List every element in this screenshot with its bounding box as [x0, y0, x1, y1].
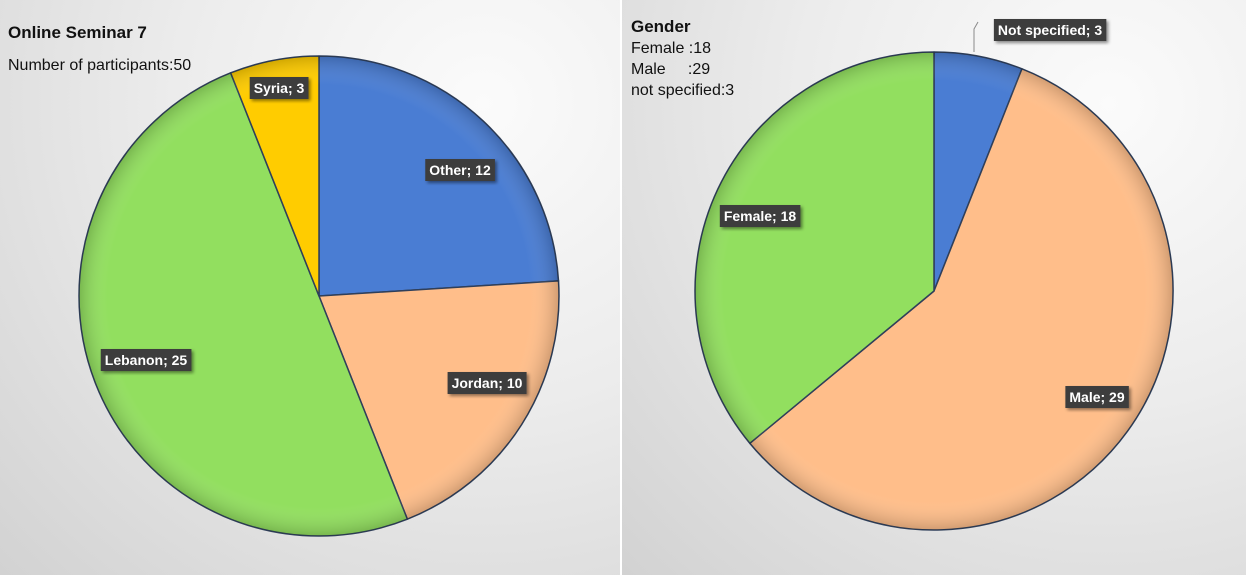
- seminar-chart-panel: Online Seminar 7 Number of participants:…: [0, 0, 620, 575]
- data-label-text: Male; 29: [1069, 389, 1124, 405]
- gender-chart-panel: Gender Female :18 Male :29 not specified…: [622, 0, 1246, 575]
- data-label-box: [993, 19, 1107, 41]
- chart-title: Gender: [631, 17, 691, 36]
- data-label-female: Female; 18: [719, 205, 801, 227]
- panel-divider: [620, 0, 622, 575]
- data-label-box: [425, 159, 495, 181]
- gender-pie-chart: Not specified; 3 Male; 29 Female; 18: [694, 19, 1174, 531]
- data-label-box: [1065, 386, 1129, 408]
- data-label-text: Other; 12: [429, 162, 491, 178]
- data-label-lebanon: Lebanon; 25: [100, 349, 192, 371]
- data-label-text: Lebanon; 25: [105, 352, 188, 368]
- data-label-leader-line: [973, 21, 979, 52]
- data-label-jordan: Jordan; 10: [447, 372, 527, 394]
- chart-title: Online Seminar 7: [8, 23, 147, 42]
- data-label-syria: Syria; 3: [249, 77, 309, 99]
- data-label-other: Other; 12: [425, 159, 495, 181]
- data-label-text: Not specified; 3: [998, 22, 1102, 38]
- data-label-text: Syria; 3: [254, 80, 305, 96]
- data-label-male: Male; 29: [1065, 386, 1129, 408]
- data-label-not-specified: Not specified; 3: [993, 19, 1107, 41]
- data-label-box: [100, 349, 192, 371]
- seminar-pie-chart: Other; 12 Jordan; 10 Lebanon; 25 Syria; 3: [78, 55, 560, 537]
- data-label-text: Jordan; 10: [452, 375, 523, 391]
- data-label-box: [447, 372, 527, 394]
- data-label-text: Female; 18: [724, 208, 797, 224]
- data-label-box: [249, 77, 309, 99]
- data-label-box: [719, 205, 801, 227]
